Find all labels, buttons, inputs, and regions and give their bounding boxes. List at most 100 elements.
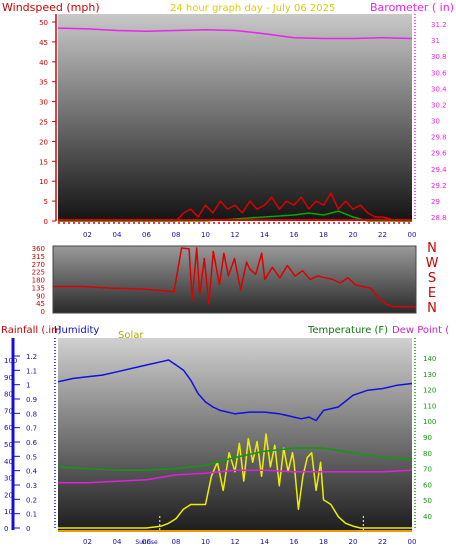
rain-tick-label: 0.6 xyxy=(26,439,38,447)
temperature-tick-label: 80 xyxy=(423,450,432,458)
temperature-tick-label: 70 xyxy=(423,466,432,474)
humidity-line xyxy=(57,359,413,422)
panel1-x-tick-label: 22 xyxy=(378,231,387,239)
panel1-right-tick-label: 29.6 xyxy=(431,150,447,158)
panel1-right-axis-title: Barometer ( in) xyxy=(370,1,454,14)
compass-label: N xyxy=(427,241,437,256)
panel1-left-tick-label: 30 xyxy=(39,99,48,107)
humidity-tick-label: 20 xyxy=(4,491,13,499)
panel1-x-tick-label: 16 xyxy=(290,231,299,239)
panel2-background xyxy=(53,246,416,313)
panel2-tick-label: 90 xyxy=(36,292,45,300)
panel1-x-tick-label: 04 xyxy=(113,231,122,239)
humidity-tick-label: 50 xyxy=(4,441,13,449)
panel1-x-tick-label: 20 xyxy=(349,231,358,239)
rain-tick-label: 0.5 xyxy=(26,453,37,461)
panel1-x-tick-label: 12 xyxy=(231,231,240,239)
panel1-left-tick-label: 50 xyxy=(39,19,48,27)
panel3-x-tick-label: 06 xyxy=(142,538,151,546)
panel1-left-tick-label: 35 xyxy=(39,79,48,87)
chart-title: 24 hour graph day - July 06 2025 xyxy=(170,3,335,14)
panel1-right-tick-label: 31 xyxy=(431,37,440,45)
humidity-tick-label: 0 xyxy=(4,525,8,533)
rain-tick-label: 0 xyxy=(26,525,30,533)
temperature-title: Temperature (F) xyxy=(307,325,388,336)
rain-tick-label: 0.1 xyxy=(26,511,37,519)
solar-title: Solar xyxy=(118,330,144,341)
humidity-tick-label: 70 xyxy=(4,407,13,415)
humidity-title: Humidity xyxy=(54,325,99,336)
panel2-tick-label: 225 xyxy=(32,269,45,277)
panel1-x-tick-label: 06 xyxy=(142,231,151,239)
temperature-line xyxy=(57,447,413,471)
panel3-x-tick-label: 18 xyxy=(319,538,328,546)
panel2-tick-label: 270 xyxy=(32,261,45,269)
panel3-x-tick-label: 02 xyxy=(83,538,92,546)
rain-tick-label: 0.2 xyxy=(26,496,37,504)
compass-label: S xyxy=(428,271,436,286)
panel3-x-tick-label: 10 xyxy=(201,538,210,546)
temperature-tick-label: 40 xyxy=(423,513,432,521)
dewpoint-line xyxy=(58,469,413,484)
panel1-background xyxy=(58,14,412,221)
rain-tick-label: 1.1 xyxy=(26,367,37,375)
panel1-left-tick-label: 15 xyxy=(39,158,48,166)
temperature-tick-label: 120 xyxy=(423,387,436,395)
panel1-x-tick-label: 14 xyxy=(260,231,269,239)
sunrise-label: Sunrise xyxy=(135,539,158,546)
rain-tick-label: 0.9 xyxy=(26,396,37,404)
panel2-frame xyxy=(52,245,417,314)
panel1-x-tick-label: 08 xyxy=(172,231,181,239)
panel3-x-tick-label: 22 xyxy=(378,538,387,546)
panel1-right-tick-label: 31.2 xyxy=(431,21,447,29)
panel1-x-tick-label: 10 xyxy=(201,231,210,239)
panel3-x-tick-label: 08 xyxy=(172,538,181,546)
humidity-tick-label: 60 xyxy=(4,424,13,432)
panel1-right-tick-label: 29.2 xyxy=(431,182,447,190)
panel2-tick-label: 0 xyxy=(41,308,45,316)
panel1-right-tick-label: 28.8 xyxy=(431,214,447,222)
temperature-tick-label: 110 xyxy=(423,402,436,410)
compass-label: W xyxy=(426,256,439,271)
humidity-tick-label: 80 xyxy=(4,391,13,399)
temperature-tick-label: 130 xyxy=(423,371,436,379)
rain-tick-label: 1 xyxy=(26,382,30,390)
panel1-right-tick-label: 30.4 xyxy=(431,85,447,93)
panel2-tick-label: 45 xyxy=(36,300,45,308)
humidity-tick-label: 90 xyxy=(4,374,13,382)
dewpoint-title: Dew Point ( xyxy=(392,325,449,336)
panel1-left-tick-label: 5 xyxy=(44,198,48,206)
temperature-tick-label: 140 xyxy=(423,355,436,363)
panel3-x-tick-label: 04 xyxy=(113,538,122,546)
panel1-left-tick-label: 10 xyxy=(39,178,48,186)
panel3-x-tick-label: 14 xyxy=(260,538,269,546)
panel3-x-tick-label: 00 xyxy=(408,538,417,546)
panel2-tick-label: 315 xyxy=(32,253,45,261)
panel1-left-axis-title: Windspeed (mph) xyxy=(2,1,100,14)
panel2-tick-label: 135 xyxy=(32,284,45,292)
panel3-x-tick-label: 20 xyxy=(349,538,358,546)
humidity-tick-label: 10 xyxy=(4,508,13,516)
panel1-right-tick-label: 30.8 xyxy=(431,53,447,61)
temperature-tick-label: 90 xyxy=(423,434,432,442)
panel1-left-tick-label: 0 xyxy=(44,218,48,226)
panel2-tick-label: 180 xyxy=(32,277,45,285)
temperature-tick-label: 60 xyxy=(423,481,432,489)
humidity-tick-label: 40 xyxy=(4,458,13,466)
rain-tick-label: 0.3 xyxy=(26,482,37,490)
panel1-x-tick-label: 18 xyxy=(319,231,328,239)
panel1-left-tick-label: 20 xyxy=(39,138,48,146)
temperature-tick-label: 100 xyxy=(423,418,436,426)
panel1-right-tick-label: 30 xyxy=(431,118,440,126)
compass-label: N xyxy=(427,301,437,316)
panel1-left-tick-label: 25 xyxy=(39,119,48,127)
wind-direction-line xyxy=(53,247,416,308)
panel3-background xyxy=(58,338,412,530)
panel1-right-tick-label: 29.4 xyxy=(431,166,447,174)
rain-tick-label: 1.2 xyxy=(26,353,37,361)
panel1-x-tick-label: 02 xyxy=(83,231,92,239)
panel1-right-tick-label: 29.8 xyxy=(431,134,447,142)
panel1-right-tick-label: 30.2 xyxy=(431,101,447,109)
panel1-right-tick-label: 29 xyxy=(431,198,440,206)
